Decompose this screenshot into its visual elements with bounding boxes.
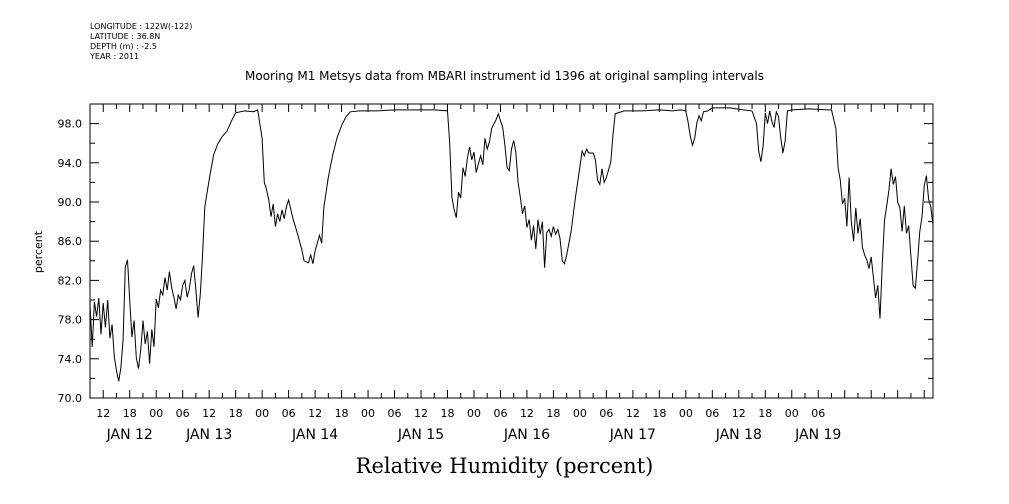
x-hour-label: 18: [335, 407, 349, 420]
year-label: YEAR : 2011: [90, 52, 140, 61]
x-day-label: JAN 14: [291, 427, 338, 443]
x-hour-label: 00: [361, 407, 375, 420]
x-hour-label: 12: [96, 407, 110, 420]
x-hour-label: 00: [679, 407, 693, 420]
x-hour-label: 06: [493, 407, 507, 420]
y-tick-label: 78.0: [58, 314, 83, 327]
y-tick-label: 74.0: [58, 353, 83, 366]
chart-title: Mooring M1 Metsys data from MBARI instru…: [245, 69, 764, 83]
x-hour-label: 00: [467, 407, 481, 420]
x-day-label: JAN 12: [106, 427, 153, 443]
x-day-label: JAN 13: [185, 427, 232, 443]
x-hour-label: 18: [229, 407, 243, 420]
y-tick-label: 82.0: [58, 274, 83, 287]
latitude-label: LATITUDE : 36.8N: [90, 32, 161, 41]
y-tick-label: 94.0: [58, 157, 83, 170]
x-day-label: JAN 18: [715, 427, 762, 443]
x-day-label: JAN 16: [503, 427, 550, 443]
x-hour-label: 00: [573, 407, 587, 420]
x-day-label: JAN 19: [794, 427, 841, 443]
x-hour-label: 12: [626, 407, 640, 420]
x-day-label: JAN 15: [397, 427, 444, 443]
x-hour-label: 00: [785, 407, 799, 420]
x-hour-label: 06: [282, 407, 296, 420]
y-tick-label: 70.0: [58, 392, 83, 405]
y-tick-label: 98.0: [58, 118, 83, 131]
x-hour-label: 12: [308, 407, 322, 420]
y-axis-label: percent: [32, 230, 45, 273]
x-hour-label: 18: [758, 407, 772, 420]
x-hour-label: 18: [546, 407, 560, 420]
x-hour-label: 12: [732, 407, 746, 420]
chart-caption: Relative Humidity (percent): [355, 454, 654, 478]
longitude-label: LONGITUDE : 122W(-122): [90, 22, 193, 31]
x-hour-label: 12: [202, 407, 216, 420]
x-axis: 12 18 00 06 12 18 00 06 12 18 00 06 12 18 00 06 12 18 00 06…: [89, 104, 925, 443]
y-tick-label: 86.0: [58, 235, 83, 248]
x-hour-label: 12: [414, 407, 428, 420]
x-hour-label: 06: [388, 407, 402, 420]
x-hour-label: 18: [652, 407, 666, 420]
x-hour-label: 06: [811, 407, 825, 420]
x-hour-label: 18: [123, 407, 137, 420]
y-tick-label: 90.0: [58, 196, 83, 209]
plot-frame: [89, 103, 934, 399]
y-axis: 70.0 74.0 78.0 82.0 86.0 90.0 94.0 98.0: [58, 103, 933, 405]
x-hour-label: 06: [176, 407, 190, 420]
x-hour-label: 00: [149, 407, 163, 420]
metadata-block: LONGITUDE : 122W(-122) LATITUDE : 36.8N …: [90, 22, 192, 62]
x-hour-label: 06: [705, 407, 719, 420]
x-hour-label: 00: [255, 407, 269, 420]
x-hour-label: 12: [520, 407, 534, 420]
humidity-series-line: [89, 107, 934, 382]
x-day-label: JAN 17: [609, 427, 656, 443]
x-hour-label: 06: [599, 407, 613, 420]
x-hour-label: 18: [441, 407, 455, 420]
depth-label: DEPTH (m) : -2.5: [90, 42, 157, 51]
